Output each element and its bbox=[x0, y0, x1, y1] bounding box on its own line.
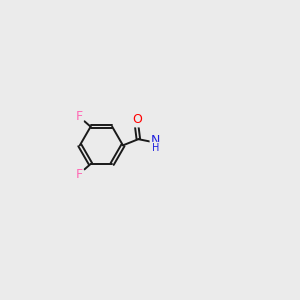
Text: H: H bbox=[152, 143, 159, 153]
Text: N: N bbox=[151, 134, 160, 147]
Text: F: F bbox=[76, 110, 82, 123]
Text: F: F bbox=[76, 167, 82, 181]
Text: O: O bbox=[132, 113, 142, 126]
